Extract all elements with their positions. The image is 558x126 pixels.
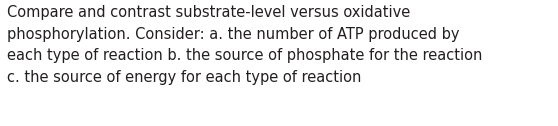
Text: Compare and contrast substrate-level versus oxidative
phosphorylation. Consider:: Compare and contrast substrate-level ver… (7, 5, 483, 85)
